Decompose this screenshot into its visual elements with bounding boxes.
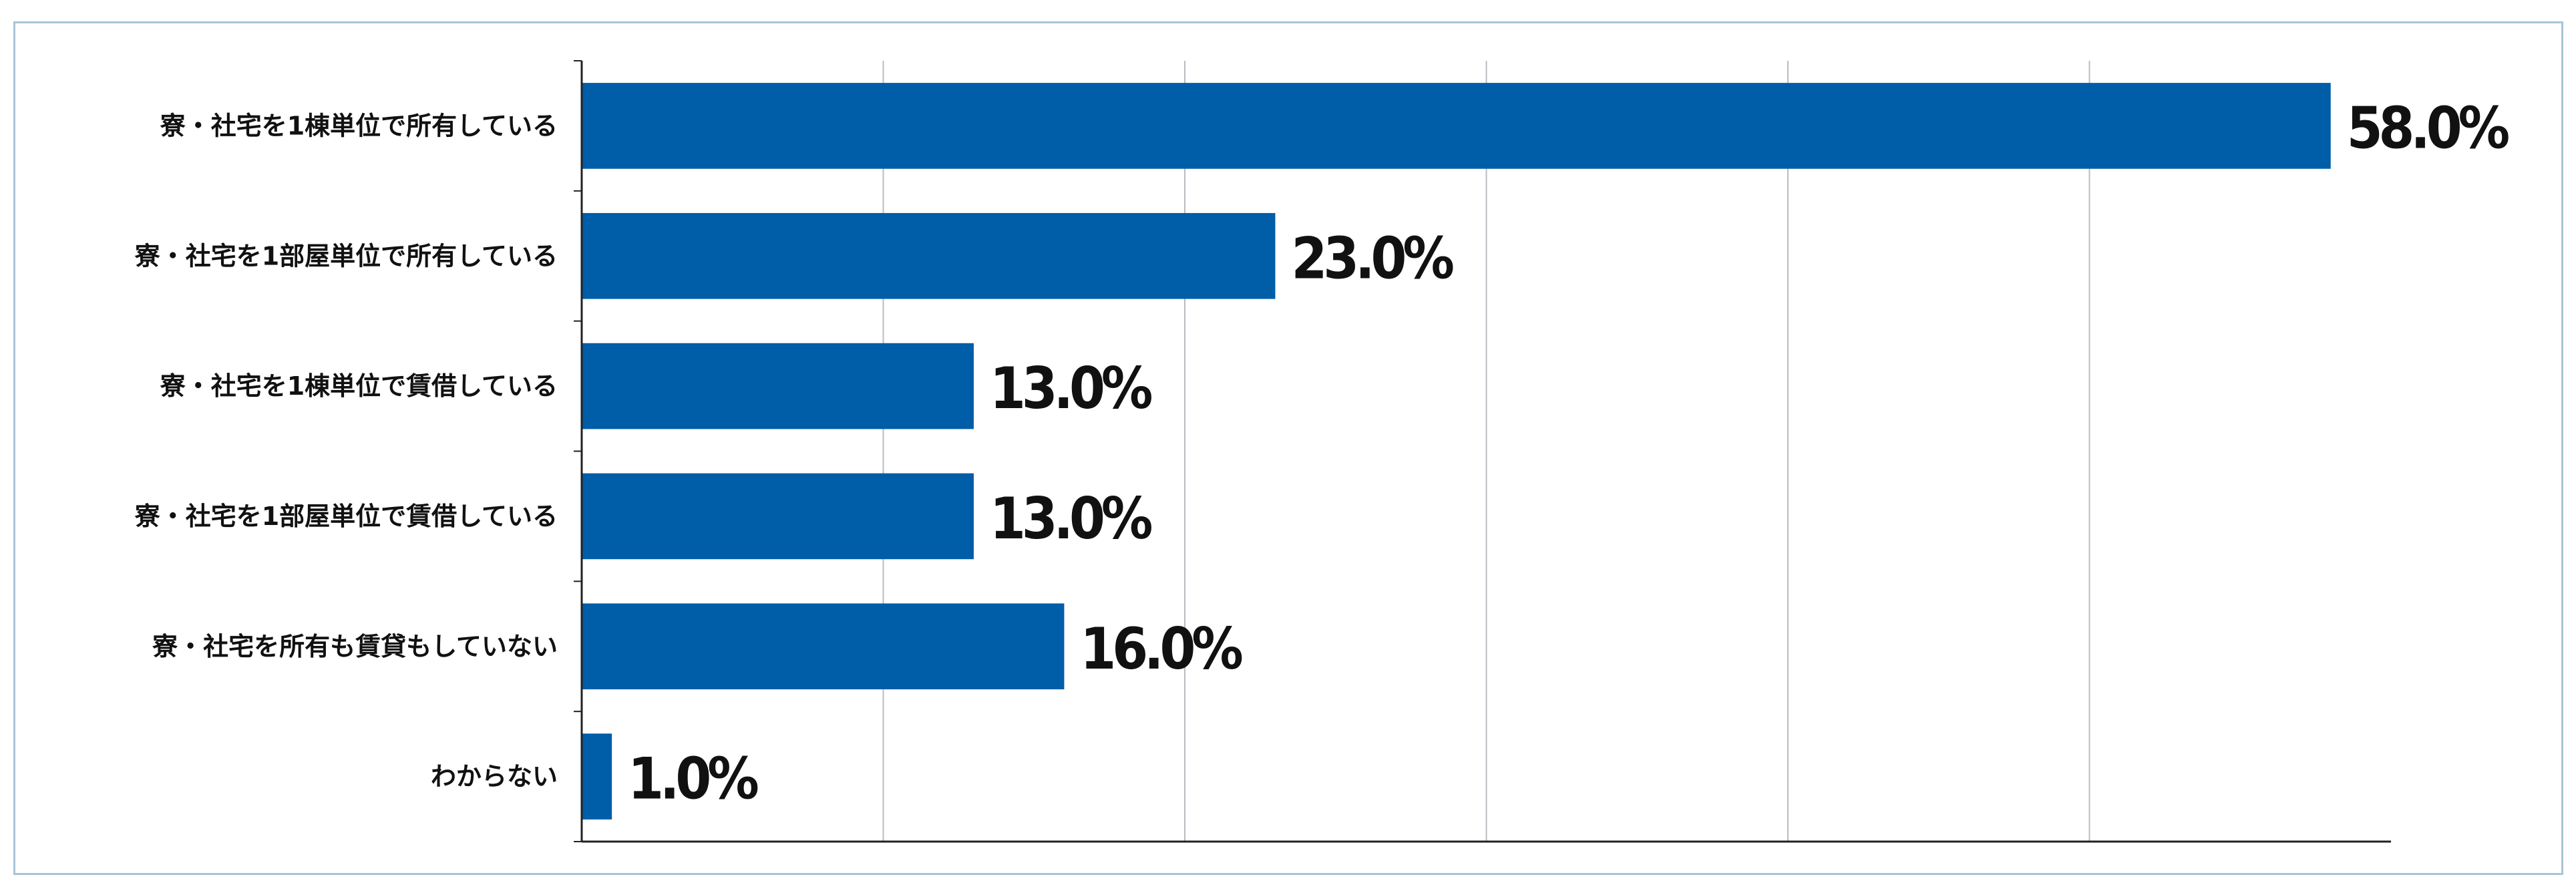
value-label-1: 23.0% xyxy=(1291,225,1453,292)
bar-chart: 寮・社宅を1棟単位で所有している 58.0% 寮・社宅を1部屋単位で所有している 23… xyxy=(134,60,2513,843)
category-label-3: 寮・社宅を1部屋単位で賃借している xyxy=(134,502,558,531)
value-label-4: 16.0% xyxy=(1080,616,1242,683)
category-label-1: 寮・社宅を1部屋単位で所有している xyxy=(134,241,558,271)
category-label-0: 寮・社宅を1棟単位で所有している xyxy=(160,111,558,140)
bar-3 xyxy=(582,473,974,560)
bar-0 xyxy=(582,83,2331,169)
axes xyxy=(574,60,2391,843)
gridlines xyxy=(882,61,2090,842)
category-label-4: 寮・社宅を所有も賃貸もしていない xyxy=(152,632,558,661)
value-label-2: 13.0% xyxy=(990,355,1152,422)
category-label-2: 寮・社宅を1棟単位で賃借している xyxy=(160,371,558,401)
bar-2 xyxy=(582,343,974,429)
bar-4 xyxy=(582,603,1065,690)
chart-frame: 寮・社宅を1棟単位で所有している 58.0% 寮・社宅を1部屋単位で所有している 23… xyxy=(13,21,2563,875)
category-label-5: わからない xyxy=(431,762,558,791)
bar-5 xyxy=(582,733,612,820)
bar-1 xyxy=(582,212,1276,299)
labels: 寮・社宅を1棟単位で所有している 58.0% 寮・社宅を1部屋単位で所有している 23… xyxy=(134,95,2513,813)
value-label-5: 1.0% xyxy=(628,746,758,813)
bars xyxy=(582,83,2331,820)
value-label-0: 58.0% xyxy=(2347,95,2509,162)
value-label-3: 13.0% xyxy=(990,486,1152,552)
